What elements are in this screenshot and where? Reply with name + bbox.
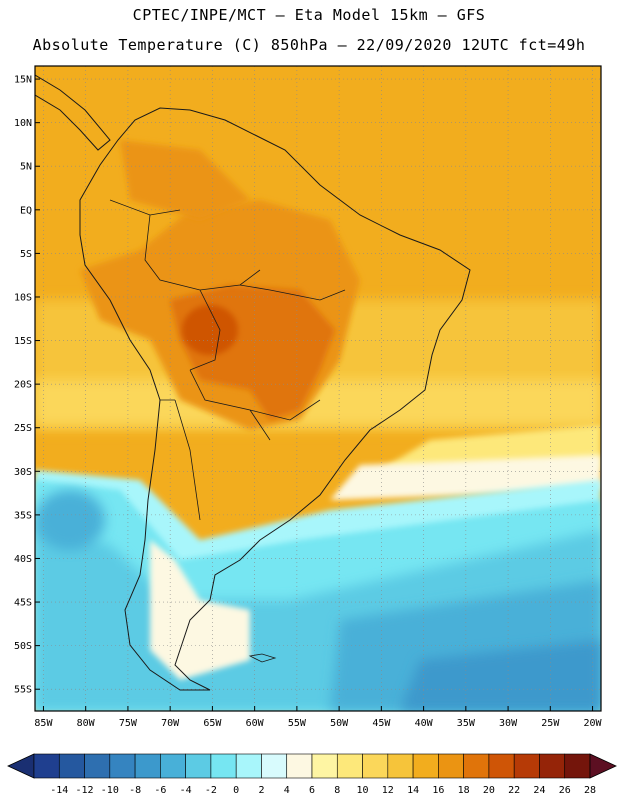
colorbar-swatch xyxy=(33,753,60,779)
colorbar-label: 4 xyxy=(284,785,290,796)
colorbar-label: 0 xyxy=(233,785,239,796)
colorbar-label: 22 xyxy=(508,785,520,796)
colorbar-swatch xyxy=(412,753,439,779)
colorbar-swatch xyxy=(84,753,111,779)
lat-tick-label: 10N xyxy=(14,118,32,129)
colorbar-label: 16 xyxy=(432,785,444,796)
colorbar-label: 6 xyxy=(309,785,315,796)
lat-tick-label: 10S xyxy=(14,292,32,303)
lat-tick-label: 15S xyxy=(14,336,32,347)
lat-tick-label: 45S xyxy=(14,598,32,609)
colorbar-swatch xyxy=(463,753,490,779)
colorbar-swatch xyxy=(109,753,136,779)
lon-tick-label: 40W xyxy=(415,718,434,729)
temperature-colorbar: -14 -12 -10 -8 -6 -4 -2 0 2 4 6 8 10 12 14 16 18 20 22 24 26… xyxy=(7,753,617,796)
colorbar-label: 12 xyxy=(382,785,394,796)
colorbar-label: 28 xyxy=(584,785,596,796)
lat-tick-label: 40S xyxy=(14,554,32,565)
colorbar-label: 26 xyxy=(559,785,571,796)
colorbar-label: -6 xyxy=(154,785,166,796)
lon-tick-label: 50W xyxy=(330,718,349,729)
colorbar-label: -8 xyxy=(129,785,141,796)
lat-tick-label: 35S xyxy=(14,510,32,521)
colorbar-label: -12 xyxy=(76,785,94,796)
coastline-layer xyxy=(35,74,471,691)
colorbar-high-arrow xyxy=(589,753,617,779)
longitude-axis: 85W 80W 75W 70W 65W 60W 55W 50W 45W 40W 35W 30W 25W 2… xyxy=(34,718,602,729)
colorbar-label: -10 xyxy=(101,785,119,796)
lon-tick-label: 35W xyxy=(457,718,476,729)
colorbar-swatch xyxy=(261,753,288,779)
colorbar-swatch xyxy=(235,753,262,779)
central-america-coastline xyxy=(35,74,111,151)
lat-tick-label: 20S xyxy=(14,380,32,391)
map-graticule xyxy=(35,66,601,711)
lon-tick-label: 85W xyxy=(34,718,53,729)
map-frame xyxy=(34,65,602,712)
colorbar-swatch xyxy=(286,753,313,779)
lon-tick-label: 20W xyxy=(584,718,603,729)
lat-tick-label: 5S xyxy=(20,249,32,260)
colorbar-label: 14 xyxy=(407,785,419,796)
colorbar-swatch xyxy=(58,753,85,779)
lat-tick-label: 55S xyxy=(14,685,32,696)
lat-tick-label: 30S xyxy=(14,467,32,478)
lat-tick-label: 25S xyxy=(14,423,32,434)
lon-tick-label: 45W xyxy=(372,718,391,729)
colorbar-low-arrow xyxy=(7,753,35,779)
latitude-axis: 15N 10N 5N EQ 5S 10S 15S 20S 25S 30S 35S 40S 45S 50S 5… xyxy=(14,75,32,696)
lon-tick-label: 60W xyxy=(246,718,265,729)
lon-tick-label: 65W xyxy=(203,718,222,729)
colorbar-swatch xyxy=(134,753,161,779)
colorbar-label: 18 xyxy=(458,785,470,796)
map-title: CPTEC/INPE/MCT – Eta Model 15km – GFS xyxy=(132,6,486,24)
lon-tick-label: 80W xyxy=(77,718,96,729)
lat-tick-label: 15N xyxy=(14,75,32,86)
colorbar-swatch xyxy=(564,753,591,779)
colorbar-swatch xyxy=(336,753,363,779)
lat-tick-label: 5N xyxy=(20,162,32,173)
colorbar-swatch xyxy=(210,753,237,779)
colorbar-label: -14 xyxy=(50,785,68,796)
lon-tick-label: 75W xyxy=(119,718,138,729)
colorbar-swatch xyxy=(539,753,566,779)
colorbar-label: 2 xyxy=(258,785,264,796)
colorbar-label: 10 xyxy=(357,785,369,796)
lon-tick-label: 70W xyxy=(161,718,180,729)
colorbar-swatch xyxy=(160,753,186,779)
lon-tick-label: 30W xyxy=(499,718,518,729)
lon-tick-label: 25W xyxy=(541,718,560,729)
temperature-field xyxy=(35,66,601,711)
colorbar-swatch xyxy=(387,753,414,779)
colorbar-swatch xyxy=(438,753,464,779)
falkland-islands xyxy=(248,653,277,663)
map-subtitle: Absolute Temperature (C) 850hPa – 22/09/… xyxy=(32,36,586,54)
colorbar-label: -2 xyxy=(205,785,217,796)
colorbar-label: -4 xyxy=(180,785,192,796)
colorbar-label: 24 xyxy=(533,785,545,796)
colorbar-label: 8 xyxy=(334,785,340,796)
south-america-coastline xyxy=(79,107,471,691)
lon-tick-label: 55W xyxy=(288,718,307,729)
colorbar-label: 20 xyxy=(483,785,495,796)
colorbar-swatch xyxy=(311,753,338,779)
lat-tick-label: EQ xyxy=(20,205,32,216)
colorbar-swatch xyxy=(488,753,515,779)
colorbar-swatch xyxy=(513,753,540,779)
colorbar-swatch xyxy=(185,753,212,779)
lat-tick-label: 50S xyxy=(14,641,32,652)
colorbar-swatch xyxy=(362,753,389,779)
country-borders xyxy=(109,199,346,521)
